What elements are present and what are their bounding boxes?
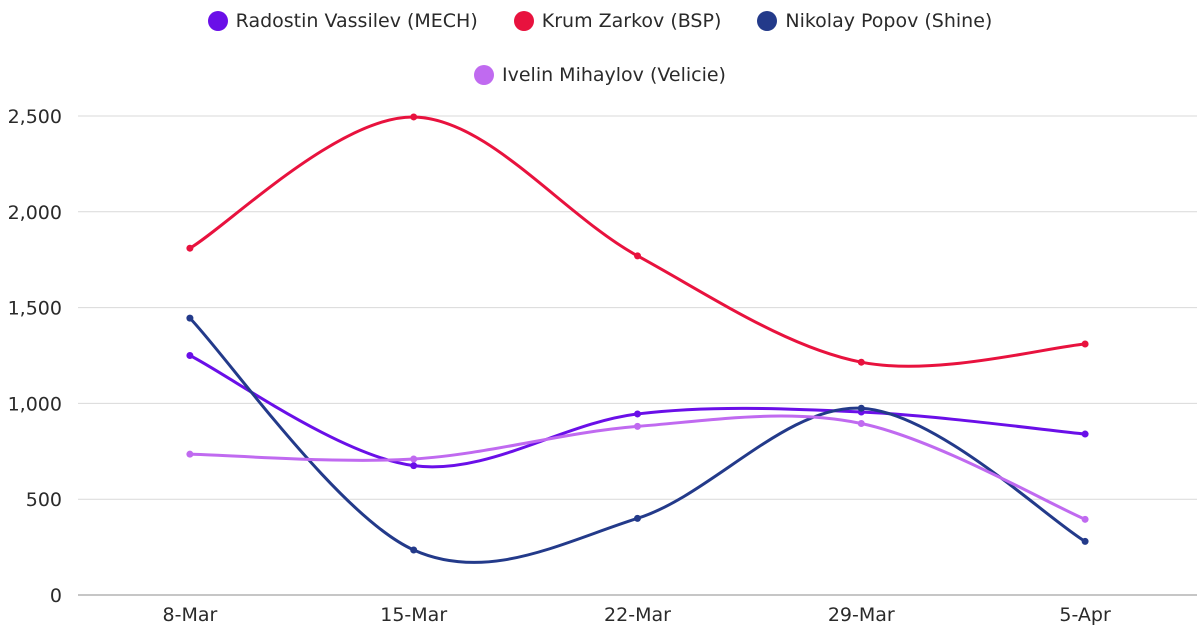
x-tick-label: 8-Mar [163,604,218,626]
data-point-velicie [410,455,418,463]
y-tick-label: 2,500 [8,106,62,128]
legend-item-shine: Nikolay Popov (Shine) [757,10,992,32]
data-point-velicie [1081,515,1089,523]
y-tick-label: 500 [26,489,62,511]
legend-label-mech: Radostin Vassilev (MECH) [235,10,478,32]
data-point-bsp [1081,340,1089,348]
data-point-mech [1081,430,1089,438]
legend-marker-velicie [474,65,494,85]
legend-label-bsp: Krum Zarkov (BSP) [541,10,722,32]
data-point-velicie [857,420,865,428]
data-point-bsp [857,358,865,366]
y-tick-label: 2,000 [8,202,62,224]
data-point-bsp [634,252,641,260]
legend-label-shine: Nikolay Popov (Shine) [785,10,993,32]
data-point-mech [634,410,641,418]
legend-label-velicie: Ivelin Mihaylov (Velicie) [502,64,726,86]
data-point-shine [857,404,865,412]
data-point-shine [410,546,418,554]
data-point-mech [410,462,418,470]
x-tick-label: 5-Apr [1059,604,1111,626]
legend-marker-bsp [513,11,534,31]
data-point-mech [186,352,194,359]
x-tick-label: 15-Mar [380,604,447,626]
data-point-bsp [410,113,418,121]
data-point-shine [1081,537,1089,545]
legend-marker-shine [757,11,778,31]
legend-item-mech: Radostin Vassilev (MECH) [207,10,478,32]
legend-item-velicie: Ivelin Mihaylov (Velicie) [474,64,726,86]
data-point-shine [186,314,194,322]
x-tick-label: 22-Mar [604,604,671,626]
y-tick-label: 1,000 [8,393,62,415]
data-point-velicie [634,422,641,430]
legend-row-2: Ivelin Mihaylov (Velicie) [0,64,1200,86]
data-point-bsp [186,244,194,252]
y-tick-label: 0 [50,585,62,607]
legend-row-1: Radostin Vassilev (MECH) Krum Zarkov (BS… [0,10,1200,32]
data-point-shine [634,514,641,522]
data-point-velicie [186,450,194,458]
series-line-bsp [188,115,1087,368]
legend-marker-mech [207,11,228,31]
series-line-shine [188,316,1087,564]
legend-item-bsp: Krum Zarkov (BSP) [513,10,722,32]
legend: Radostin Vassilev (MECH) Krum Zarkov (BS… [0,0,1200,100]
series-line-velicie [188,414,1087,521]
y-tick-label: 1,500 [8,298,62,320]
x-tick-label: 29-Mar [828,604,895,626]
